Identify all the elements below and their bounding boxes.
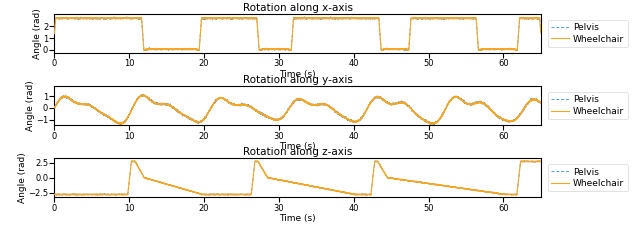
Pelvis [72,194,80,197]
Pelvis [205,17,213,19]
Pelvis [95,193,102,196]
X-axis label: Time (s): Time (s) [279,142,316,151]
Wheelchair [520,108,527,111]
Wheelchair [205,109,213,112]
Wheelchair [336,113,344,116]
Wheelchair [286,106,294,109]
Wheelchair [428,123,436,126]
Pelvis [521,159,529,162]
Pelvis [206,110,214,113]
Wheelchair [95,193,102,196]
Title: Rotation along x-axis: Rotation along x-axis [243,3,353,13]
Wheelchair [205,193,213,196]
Line: Wheelchair: Wheelchair [54,95,541,124]
Wheelchair [51,106,58,109]
Wheelchair [51,32,58,35]
Pelvis [484,191,492,193]
Pelvis [537,160,545,163]
Wheelchair [379,49,387,52]
Pelvis [337,113,344,116]
Line: Pelvis: Pelvis [54,161,541,195]
Wheelchair [95,17,102,20]
Line: Pelvis: Pelvis [54,17,541,51]
Wheelchair [286,180,294,183]
Wheelchair [520,160,527,163]
Pelvis [286,106,294,109]
Wheelchair [336,17,344,20]
Wheelchair [508,194,515,197]
Wheelchair [484,105,492,108]
Pelvis [336,190,344,193]
Pelvis [537,32,545,35]
Pelvis [520,16,527,19]
Wheelchair [308,16,316,19]
Pelvis [140,93,147,96]
Pelvis [286,49,294,52]
Pelvis [520,160,527,163]
Pelvis [95,18,102,21]
Wheelchair [484,48,492,50]
Pelvis [327,15,335,18]
Legend: Pelvis, Wheelchair: Pelvis, Wheelchair [548,92,628,119]
Wheelchair [537,32,545,35]
X-axis label: Time (s): Time (s) [279,70,316,79]
Title: Rotation along z-axis: Rotation along z-axis [243,147,352,157]
Pelvis [484,47,492,50]
Line: Pelvis: Pelvis [54,94,541,125]
Pelvis [286,180,294,183]
Wheelchair [138,94,146,96]
Line: Wheelchair: Wheelchair [54,17,541,50]
Wheelchair [336,190,344,193]
Line: Wheelchair: Wheelchair [54,161,541,195]
X-axis label: Time (s): Time (s) [279,214,316,223]
Pelvis [51,32,58,35]
Y-axis label: Angle (rad): Angle (rad) [33,8,42,59]
Wheelchair [286,49,294,51]
Wheelchair [520,17,527,20]
Wheelchair [484,190,492,193]
Pelvis [537,103,545,106]
Pelvis [337,17,344,20]
Pelvis [117,123,125,126]
Wheelchair [95,110,102,112]
Y-axis label: Angle (rad): Angle (rad) [26,80,35,131]
Legend: Pelvis, Wheelchair: Pelvis, Wheelchair [548,164,628,191]
Title: Rotation along y-axis: Rotation along y-axis [243,75,353,85]
Pelvis [51,107,58,109]
Pelvis [520,109,527,111]
Pelvis [286,49,294,51]
Pelvis [95,110,102,113]
Legend: Pelvis, Wheelchair: Pelvis, Wheelchair [548,20,628,47]
Pelvis [484,104,492,107]
Wheelchair [205,17,213,20]
Y-axis label: Angle (rad): Angle (rad) [18,152,27,203]
Wheelchair [537,160,545,163]
Pelvis [205,193,213,196]
Pelvis [51,193,58,196]
Wheelchair [534,160,542,162]
Wheelchair [537,102,545,105]
Wheelchair [51,193,58,196]
